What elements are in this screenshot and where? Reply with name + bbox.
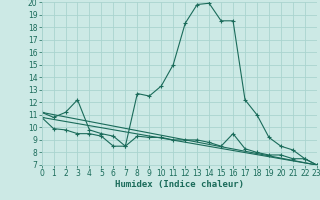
X-axis label: Humidex (Indice chaleur): Humidex (Indice chaleur) [115,180,244,189]
